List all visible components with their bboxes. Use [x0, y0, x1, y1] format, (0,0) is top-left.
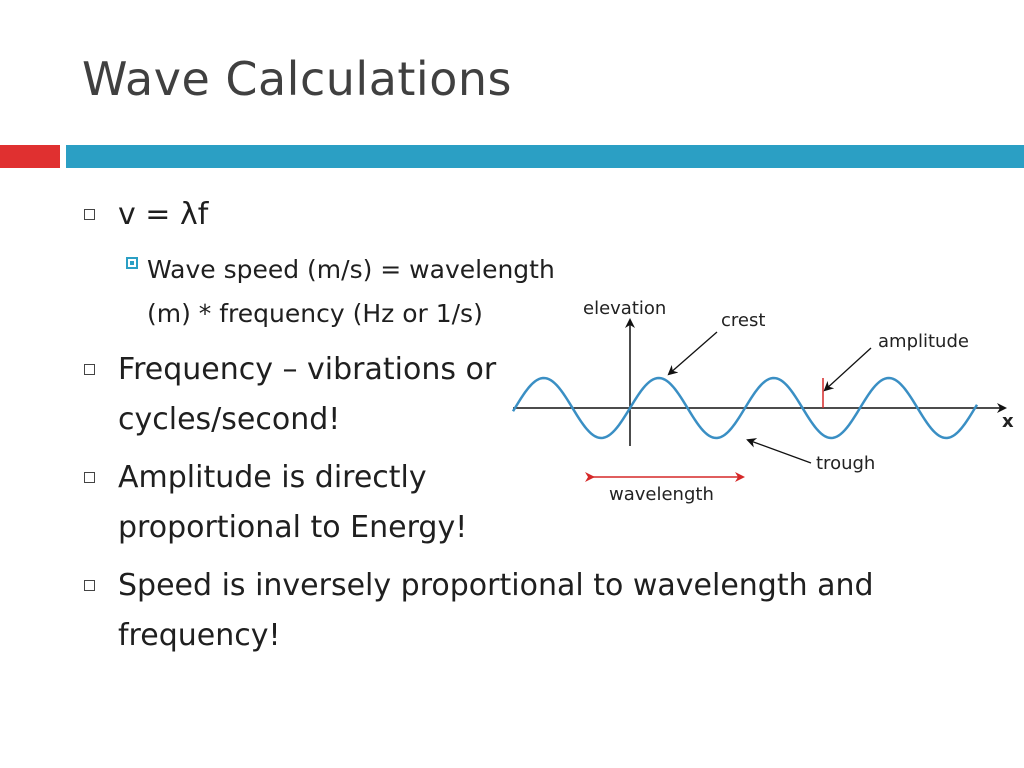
accent-bar-red — [0, 145, 60, 168]
bullet-square-icon — [84, 472, 95, 483]
slide-title: Wave Calculations — [82, 52, 512, 106]
bullet-formula: v = λf — [84, 190, 208, 240]
bullet-frequency: Frequency – vibrations or cycles/second! — [84, 345, 524, 445]
crest-pointer-arrow — [667, 331, 718, 376]
amplitude-pointer-arrow — [823, 347, 872, 392]
bullet-square-icon — [84, 364, 95, 375]
wave-diagram: elevation crest amplitude x trough wavel… — [511, 298, 1014, 505]
sine-wave — [511, 376, 979, 440]
bullet-square-icon — [84, 209, 95, 220]
accent-bar-blue — [66, 145, 1024, 168]
elevation-label: elevation — [583, 298, 666, 319]
sub-bullet-formula-meaning: Wave speed (m/s) = wavelength (m) * freq… — [126, 248, 946, 336]
trough-label: trough — [816, 453, 875, 474]
trough-pointer-arrow — [746, 438, 812, 464]
sub-bullet-square-icon — [126, 257, 138, 269]
bullet-text: Speed is inversely proportional to wavel… — [118, 568, 874, 653]
amplitude-label: amplitude — [878, 331, 969, 352]
wavelength-label: wavelength — [609, 484, 714, 505]
bullet-text: Amplitude is directly proportional to En… — [118, 460, 468, 545]
bullet-square-icon — [84, 580, 95, 591]
bullet-text: v = λf — [118, 197, 209, 232]
bullet-amplitude: Amplitude is directly proportional to En… — [84, 453, 524, 553]
crest-label: crest — [721, 310, 765, 331]
x-axis-label: x — [1002, 411, 1014, 432]
bullet-speed: Speed is inversely proportional to wavel… — [84, 561, 984, 661]
bullet-text: Frequency – vibrations or cycles/second! — [118, 352, 497, 437]
sub-bullet-text: Wave speed (m/s) = wavelength (m) * freq… — [147, 255, 555, 328]
